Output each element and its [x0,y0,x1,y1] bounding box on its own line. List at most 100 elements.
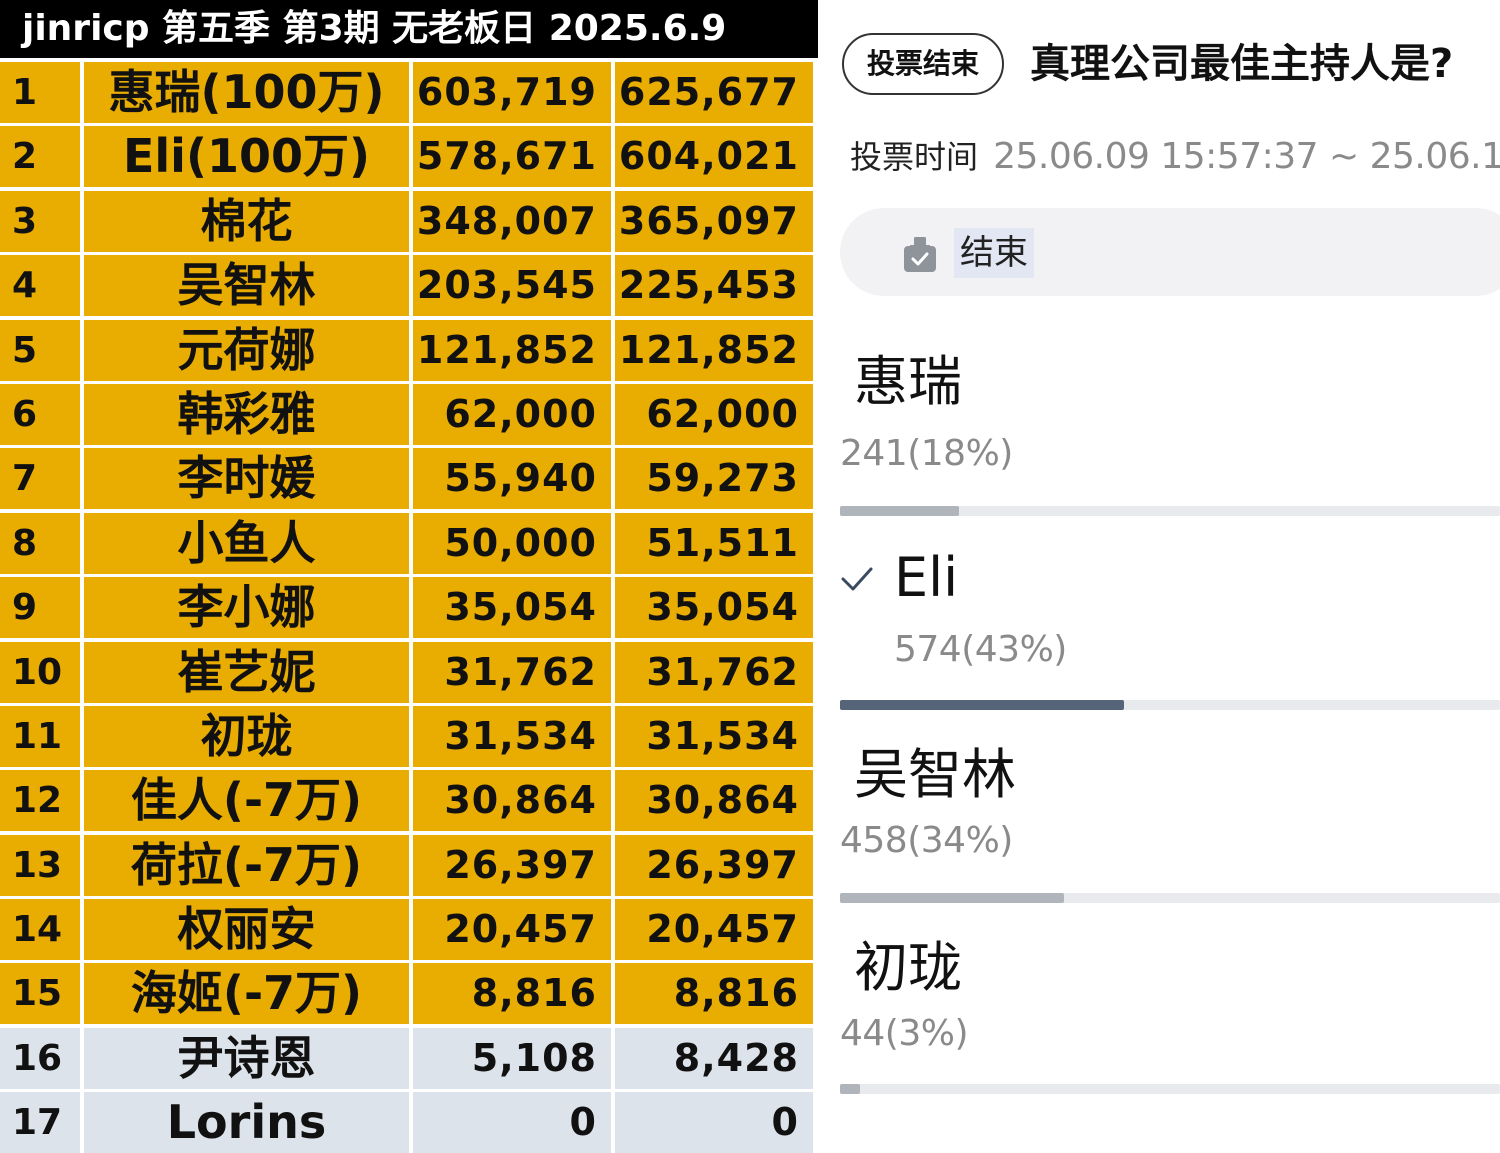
table-row: 10 崔艺妮 31,762 31,762 [0,641,818,706]
poll-option-count: 44(3%) [840,1013,969,1054]
value-cell-2: 31,534 [615,705,813,767]
poll-panel: 投票结束 真理公司最佳主持人是? 投票时间 25.06.09 15:57:37 … [818,0,1500,1153]
value-cell-2: 51,511 [615,512,813,574]
value-cell-1: 55,940 [413,448,611,510]
name-cell: 棉花 [84,190,409,252]
vote-time-label: 投票时间 [850,138,979,176]
name-cell: Eli(100万) [84,126,409,188]
value-cell-1: 20,457 [413,899,611,961]
name-cell: 李小娜 [84,577,409,639]
name-cell: 韩彩雅 [84,383,409,445]
value-cell-1: 203,545 [413,255,611,317]
value-cell-1: 35,054 [413,577,611,639]
poll-option-name: 吴智林 [854,743,1016,806]
poll-option-progress-fill [840,506,959,516]
table-row: 14 权丽安 20,457 20,457 [0,899,818,963]
value-cell-1: 31,762 [413,641,611,703]
rank-cell: 11 [0,705,80,767]
poll-option-progress-fill [840,700,1124,710]
check-icon [841,567,873,591]
poll-option-progress-track [840,506,1500,516]
poll-option: 初珑 44(3%) [840,928,1500,1098]
table-row: 5 元荷娜 121,852 121,852 [0,319,818,384]
table-row: 16 尹诗恩 5,108 8,428 [0,1027,818,1092]
value-cell-2: 30,864 [615,770,813,832]
poll-ended-label: 结束 [954,228,1034,278]
poll-option-name: 惠瑞 [854,350,962,413]
poll-ended-banner: 结束 [840,208,1500,296]
name-cell: 小鱼人 [84,512,409,574]
poll-option: 吴智林 458(34%) [840,735,1500,907]
poll-option-progress-fill [840,1084,860,1094]
rank-cell: 3 [0,190,80,252]
rank-cell: 4 [0,255,80,317]
rank-cell: 5 [0,319,80,381]
value-cell-2: 625,677 [615,62,813,123]
table-row: 8 小鱼人 50,000 51,511 [0,512,818,577]
value-cell-2: 35,054 [615,577,813,639]
value-cell-1: 5,108 [413,1027,611,1089]
vote-time-row: 投票时间 25.06.09 15:57:37 ~ 25.06.10 [850,132,1500,182]
poll-option-progress-track [840,893,1500,903]
poll-option-count: 241(18%) [840,433,1013,474]
poll-option-progress-fill [840,893,1065,903]
value-cell-2: 0 [615,1092,813,1153]
value-cell-2: 604,021 [615,126,813,188]
table-row: 9 李小娜 35,054 35,054 [0,577,818,641]
poll-status-badge: 投票结束 [842,33,1004,95]
value-cell-2: 8,816 [615,963,813,1025]
name-cell: 崔艺妮 [84,641,409,703]
name-cell: 初珑 [84,705,409,767]
name-cell: 海姬(-7万) [84,963,409,1025]
rank-cell: 1 [0,62,80,123]
name-cell: 尹诗恩 [84,1027,409,1089]
name-cell: 惠瑞(100万) [84,62,409,123]
value-cell-1: 50,000 [413,512,611,574]
table-row: 11 初珑 31,534 31,534 [0,705,818,770]
table-row: 6 韩彩雅 62,000 62,000 [0,383,818,448]
value-cell-1: 62,000 [413,383,611,445]
rank-cell: 16 [0,1027,80,1089]
table-row: 13 荷拉(-7万) 26,397 26,397 [0,834,818,899]
poll-option-progress-track [840,1084,1500,1094]
rank-cell: 14 [0,899,80,961]
rank-cell: 7 [0,448,80,510]
value-cell-2: 62,000 [615,383,813,445]
value-cell-1: 121,852 [413,319,611,381]
poll-option-count: 574(43%) [894,629,1067,670]
value-cell-1: 0 [413,1092,611,1153]
poll-option: 惠瑞 241(18%) [840,340,1500,520]
ranking-table: 1 惠瑞(100万) 603,719 625,677 2 Eli(100万) 578,671… [0,62,818,1153]
poll-option-count: 458(34%) [840,820,1013,861]
rank-cell: 8 [0,512,80,574]
value-cell-2: 225,453 [615,255,813,317]
rank-cell: 17 [0,1092,80,1153]
poll-option-progress-track [840,700,1500,710]
rank-cell: 12 [0,770,80,832]
vote-time-range: 25.06.09 15:57:37 ~ 25.06.10 [993,136,1500,177]
table-row: 7 李时媛 55,940 59,273 [0,448,818,512]
rank-cell: 13 [0,834,80,896]
value-cell-1: 348,007 [413,190,611,252]
name-cell: 佳人(-7万) [84,770,409,832]
value-cell-1: 578,671 [413,126,611,188]
ranking-panel: jinricp 第五季 第3期 无老板日 2025.6.9 1 惠瑞(100万) 6… [0,0,818,1153]
value-cell-1: 26,397 [413,834,611,896]
name-cell: 李时媛 [84,448,409,510]
table-row: 2 Eli(100万) 578,671 604,021 [0,126,818,190]
poll-option: Eli 574(43%) [840,540,1500,714]
rank-cell: 2 [0,126,80,188]
table-row: 4 吴智林 203,545 225,453 [0,255,818,319]
poll-option-name: 初珑 [854,936,962,999]
value-cell-1: 603,719 [413,62,611,123]
poll-title: 真理公司最佳主持人是? [1030,41,1454,87]
name-cell: 吴智林 [84,255,409,317]
value-cell-1: 31,534 [413,705,611,767]
poll-option-name: Eli [894,546,959,609]
rank-cell: 15 [0,963,80,1025]
rank-cell: 10 [0,641,80,703]
value-cell-1: 30,864 [413,770,611,832]
value-cell-2: 26,397 [615,834,813,896]
name-cell: 权丽安 [84,899,409,961]
name-cell: 元荷娜 [84,319,409,381]
